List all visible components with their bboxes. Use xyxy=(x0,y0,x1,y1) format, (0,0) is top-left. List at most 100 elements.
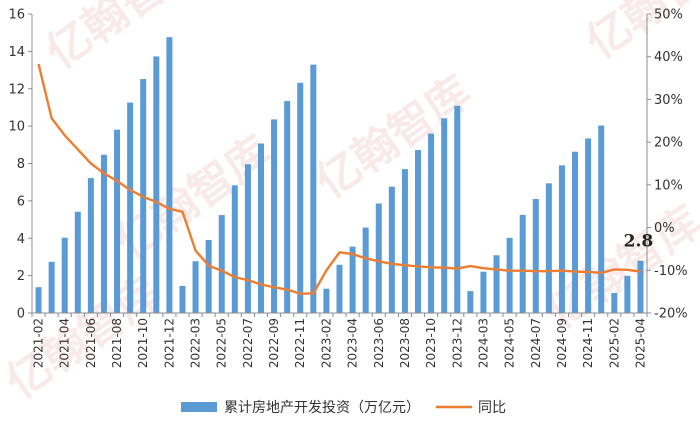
bar xyxy=(284,101,291,314)
bar xyxy=(467,291,474,313)
legend: 累计房地产开发投资（万亿元） 同比 xyxy=(181,400,506,416)
x-axis-ticks: 2021-02 2021-04 2021-06 2021-08 2021-10 2021-… xyxy=(31,313,648,368)
bar xyxy=(611,293,618,313)
bar xyxy=(114,129,121,313)
x-tick-label: 2022-11 xyxy=(293,318,307,368)
x-tick-label: 2023-12 xyxy=(450,318,464,368)
x-tick-label: 2023-02 xyxy=(319,318,333,368)
bar xyxy=(297,82,304,314)
left-tick-label: 10 xyxy=(8,120,25,135)
bar xyxy=(545,183,552,313)
left-tick-label: 6 xyxy=(17,194,25,209)
bar xyxy=(480,271,487,313)
x-tick-label: 2021-10 xyxy=(136,318,150,368)
bar xyxy=(585,138,592,313)
bar xyxy=(74,211,81,313)
bar xyxy=(401,169,408,313)
right-y-axis-ticks: -20% -10% 0% 10% 20% 30% 40% 50% xyxy=(647,8,688,322)
x-tick-label: 2025-02 xyxy=(607,318,621,368)
bar xyxy=(336,264,343,313)
right-tick-label: 10% xyxy=(654,178,683,193)
x-tick-label: 2024-05 xyxy=(503,318,517,368)
legend-bar-label: 累计房地产开发投资（万亿元） xyxy=(224,400,420,416)
bar xyxy=(506,237,513,313)
bar xyxy=(100,154,107,313)
bar xyxy=(558,165,565,313)
x-tick-label: 2021-04 xyxy=(58,318,72,368)
line-series xyxy=(37,63,641,295)
right-tick-label: 30% xyxy=(654,93,683,108)
left-tick-label: 14 xyxy=(8,45,25,60)
bar xyxy=(388,186,395,313)
x-tick-label: 2021-08 xyxy=(110,318,124,368)
bar xyxy=(532,199,539,313)
bar xyxy=(61,237,68,313)
left-tick-label: 12 xyxy=(8,82,25,97)
bar xyxy=(572,151,579,313)
right-tick-label: 40% xyxy=(654,50,683,65)
bar xyxy=(231,185,238,313)
bar xyxy=(637,260,644,313)
bar xyxy=(362,227,369,313)
bar xyxy=(179,285,186,313)
x-tick-label: 2023-04 xyxy=(346,318,360,368)
watermark-text: 亿翰智库 xyxy=(37,0,210,79)
left-tick-label: 16 xyxy=(8,8,25,23)
bar xyxy=(323,288,330,313)
bar xyxy=(349,246,356,313)
bar xyxy=(87,178,94,313)
x-tick-label: 2021-12 xyxy=(162,318,176,368)
bar xyxy=(454,105,461,314)
bar xyxy=(153,56,160,313)
x-tick-label: 2022-07 xyxy=(241,318,255,368)
bar xyxy=(166,37,173,314)
bar xyxy=(257,143,264,313)
left-tick-label: 8 xyxy=(17,157,25,172)
legend-line-label: 同比 xyxy=(478,400,506,416)
x-tick-label: 2024-07 xyxy=(529,318,543,368)
bar xyxy=(218,215,225,313)
bar xyxy=(624,275,631,313)
bar xyxy=(192,261,199,313)
left-tick-label: 2 xyxy=(17,269,25,284)
bar xyxy=(441,118,448,314)
bar xyxy=(35,287,42,313)
right-tick-label: -10% xyxy=(654,264,688,279)
bar xyxy=(375,203,382,313)
bar xyxy=(519,214,526,313)
legend-bar-swatch xyxy=(181,402,217,412)
data-label-last: 2.8 xyxy=(624,232,654,252)
right-tick-label: -20% xyxy=(654,307,688,322)
left-tick-label: 0 xyxy=(17,307,25,322)
bar xyxy=(310,64,317,313)
bar xyxy=(127,102,134,313)
x-tick-label: 2022-03 xyxy=(189,318,203,368)
yoy-line xyxy=(37,63,641,295)
bar-series xyxy=(35,37,644,314)
x-tick-label: 2024-11 xyxy=(581,318,595,368)
x-tick-label: 2022-09 xyxy=(267,318,281,368)
x-tick-label: 2023-08 xyxy=(398,318,412,368)
x-tick-label: 2021-06 xyxy=(84,318,98,368)
bar xyxy=(428,133,435,313)
bar xyxy=(244,164,251,313)
x-tick-label: 2021-02 xyxy=(32,318,46,368)
bar xyxy=(205,239,212,313)
right-tick-label: 0% xyxy=(654,221,675,236)
x-tick-label: 2022-05 xyxy=(215,318,229,368)
x-tick-label: 2023-10 xyxy=(424,318,438,368)
x-tick-label: 2025-04 xyxy=(633,318,647,368)
bar xyxy=(598,125,605,313)
right-tick-label: 50% xyxy=(654,8,683,23)
bar xyxy=(493,255,500,313)
bar xyxy=(271,119,278,314)
x-tick-label: 2024-09 xyxy=(555,318,569,368)
bar xyxy=(415,150,422,313)
x-tick-label: 2024-03 xyxy=(476,318,490,368)
left-tick-label: 4 xyxy=(17,232,25,247)
bar xyxy=(48,261,55,313)
x-tick-label: 2023-06 xyxy=(372,318,386,368)
left-y-axis-ticks: 0 2 4 6 8 10 12 14 16 xyxy=(8,8,32,322)
